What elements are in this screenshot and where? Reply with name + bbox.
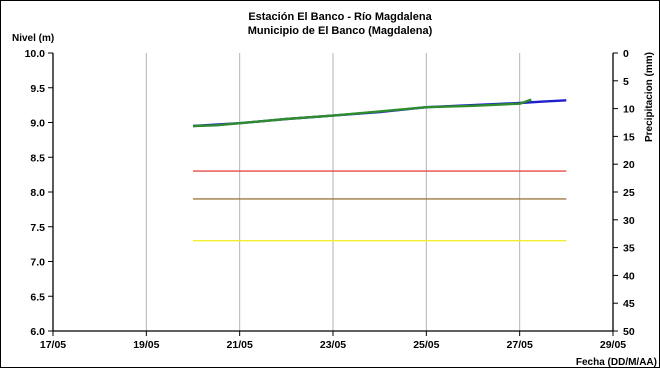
chart-title: Estación El Banco - Río Magdalena: [248, 11, 432, 23]
y2-tick-label: 40: [623, 270, 635, 282]
y2-tick-label: 15: [623, 131, 635, 143]
y-tick-label: 6.5: [30, 291, 45, 303]
y2-tick-label: 25: [623, 187, 635, 199]
y-tick-label: 6.0: [30, 326, 45, 338]
axes: [48, 52, 618, 336]
tick-labels: 6.0 6.5 7.0 7.5 8.0 8.5 9.0 9.5 10.0 0 5 10 15 20 25 30…: [25, 48, 635, 351]
x-tick-label: 19/05: [133, 339, 159, 351]
y2-tick-label: 45: [623, 298, 635, 310]
y2-axis-label: Precipitacion (mm): [644, 52, 655, 142]
y-tick-label: 8.0: [30, 187, 45, 199]
x-axis-label: Fecha (DD/M/AA): [576, 357, 657, 367]
y2-tick-label: 5: [623, 76, 629, 88]
threshold-lines: [193, 170, 567, 242]
y2-tick-label: 50: [623, 326, 635, 338]
x-tick-label: 17/05: [40, 339, 66, 351]
x-tick-label: 29/05: [600, 339, 626, 351]
grid-lines: [145, 53, 521, 331]
level-series-line: [192, 98, 532, 128]
x-tick-label: 25/05: [413, 339, 439, 351]
y-tick-label: 7.5: [30, 222, 45, 234]
x-tick-label: 27/05: [507, 339, 533, 351]
y-axis-label: Nivel (m): [12, 33, 54, 44]
x-tick-label: 21/05: [227, 339, 253, 351]
y-tick-label: 8.5: [30, 152, 45, 164]
y2-tick-label: 10: [623, 104, 635, 116]
y2-tick-label: 0: [623, 48, 629, 60]
y-tick-label: 7.0: [30, 257, 45, 269]
y2-tick-label: 30: [623, 215, 635, 227]
y-tick-label: 9.5: [30, 83, 45, 95]
y-tick-label: 10.0: [25, 48, 46, 60]
x-tick-label: 23/05: [320, 339, 346, 351]
series-lines: [192, 98, 567, 128]
y2-tick-label: 20: [623, 159, 635, 171]
y2-tick-label: 35: [623, 243, 635, 255]
chart-subtitle: Municipio de El Banco (Magdalena): [248, 25, 433, 37]
y-tick-label: 9.0: [30, 118, 45, 130]
